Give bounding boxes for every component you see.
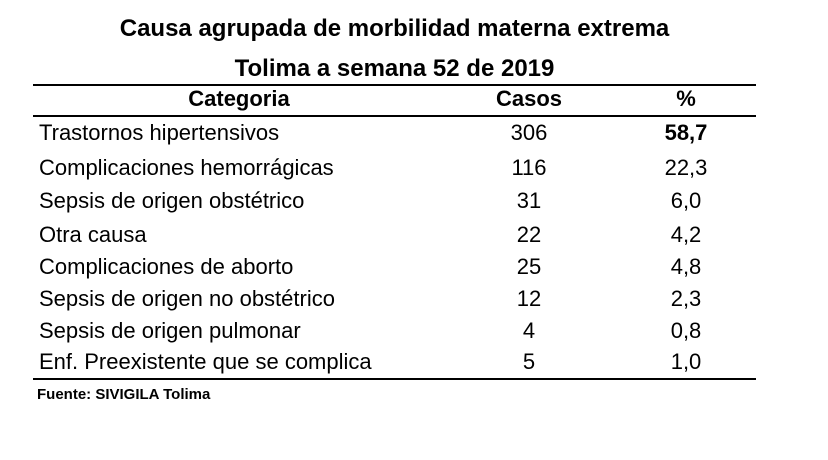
row-percent: 2,3 bbox=[626, 286, 746, 312]
row-cases: 12 bbox=[469, 286, 589, 312]
row-category: Otra causa bbox=[39, 222, 147, 248]
row-percent: 4,2 bbox=[626, 222, 746, 248]
header-rule bbox=[33, 115, 756, 117]
row-percent: 4,8 bbox=[626, 254, 746, 280]
bottom-rule bbox=[33, 378, 756, 380]
row-percent: 22,3 bbox=[626, 155, 746, 181]
table-title-line-1: Causa agrupada de morbilidad materna ext… bbox=[33, 14, 756, 44]
row-category: Sepsis de origen no obstétrico bbox=[39, 286, 335, 312]
source-note: Fuente: SIVIGILA Tolima bbox=[37, 385, 210, 405]
row-percent: 0,8 bbox=[626, 318, 746, 344]
row-cases: 306 bbox=[469, 120, 589, 146]
row-category: Trastornos hipertensivos bbox=[39, 120, 279, 146]
row-category: Complicaciones de aborto bbox=[39, 254, 293, 280]
header-category: Categoria bbox=[33, 86, 445, 112]
row-percent: 1,0 bbox=[626, 349, 746, 375]
row-cases: 5 bbox=[469, 349, 589, 375]
row-category: Enf. Preexistente que se complica bbox=[39, 349, 372, 375]
row-cases: 22 bbox=[469, 222, 589, 248]
header-cases: Casos bbox=[469, 86, 589, 112]
row-cases: 25 bbox=[469, 254, 589, 280]
row-category: Complicaciones hemorrágicas bbox=[39, 155, 334, 181]
row-percent: 58,7 bbox=[626, 120, 746, 146]
row-category: Sepsis de origen pulmonar bbox=[39, 318, 301, 344]
row-cases: 4 bbox=[469, 318, 589, 344]
row-category: Sepsis de origen obstétrico bbox=[39, 188, 304, 214]
row-cases: 116 bbox=[469, 155, 589, 181]
row-cases: 31 bbox=[469, 188, 589, 214]
table-title-line-2: Tolima a semana 52 de 2019 bbox=[33, 54, 756, 84]
row-percent: 6,0 bbox=[626, 188, 746, 214]
header-percent: % bbox=[626, 86, 746, 112]
